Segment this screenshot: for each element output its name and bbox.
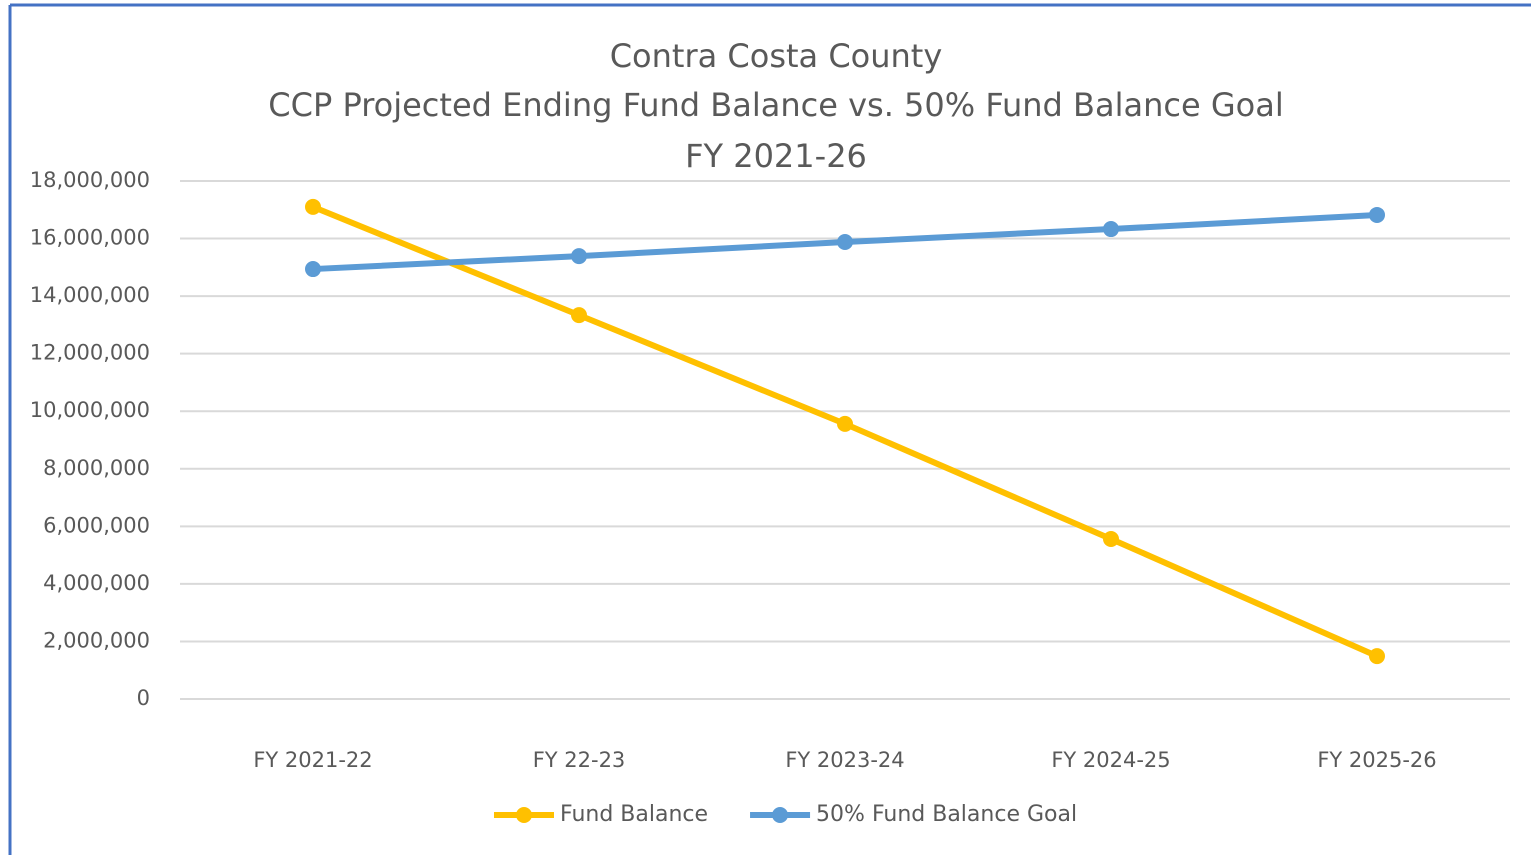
data-point: [1103, 221, 1119, 238]
data-point: [571, 248, 587, 265]
y-tick-label: 4,000,000: [43, 571, 150, 595]
data-point: [837, 234, 853, 251]
x-tick-label: FY 2024-25: [1051, 748, 1170, 772]
x-tick-label: FY 2023-24: [785, 748, 904, 772]
chart-title: FY 2021-26: [685, 137, 867, 175]
data-point: [1103, 530, 1119, 547]
y-tick-label: 2,000,000: [43, 628, 150, 652]
y-tick-label: 6,000,000: [43, 513, 150, 537]
data-point: [837, 415, 853, 432]
y-tick-label: 14,000,000: [30, 283, 150, 307]
y-tick-label: 8,000,000: [43, 456, 150, 480]
y-tick-label: 18,000,000: [30, 168, 150, 192]
legend-marker: [772, 807, 789, 823]
y-tick-label: 16,000,000: [30, 226, 150, 250]
data-point: [1369, 648, 1385, 665]
y-tick-label: 12,000,000: [30, 341, 150, 365]
x-tick-label: FY 22-23: [533, 748, 626, 772]
data-point: [571, 307, 587, 324]
y-tick-label: 0: [137, 686, 150, 710]
chart-title: Contra Costa County: [610, 37, 943, 75]
chart-title: CCP Projected Ending Fund Balance vs. 50…: [268, 86, 1283, 124]
legend-label: Fund Balance: [560, 802, 708, 827]
y-tick-label: 10,000,000: [30, 398, 150, 422]
data-point: [305, 198, 321, 215]
data-point: [305, 261, 321, 278]
x-tick-label: FY 2021-22: [253, 748, 372, 772]
legend-label: 50% Fund Balance Goal: [816, 802, 1077, 827]
legend-marker: [516, 807, 532, 823]
x-tick-label: FY 2025-26: [1317, 748, 1436, 772]
data-point: [1369, 206, 1385, 223]
